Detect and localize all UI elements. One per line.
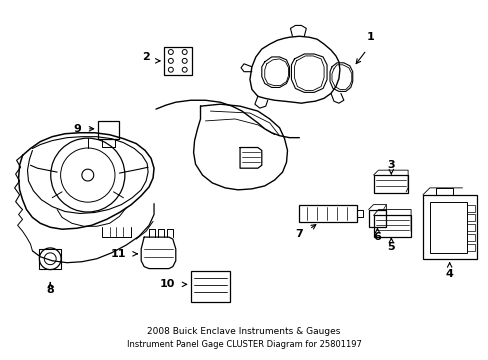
Bar <box>299 204 356 222</box>
Text: 4: 4 <box>445 269 453 279</box>
Text: 10: 10 <box>159 279 174 289</box>
Text: 11: 11 <box>111 249 126 259</box>
Bar <box>373 175 407 193</box>
Bar <box>190 271 230 302</box>
Bar <box>98 121 119 139</box>
Text: Instrument Panel Gage CLUSTER Diagram for 25801197: Instrument Panel Gage CLUSTER Diagram fo… <box>126 340 361 349</box>
Bar <box>163 47 191 75</box>
Text: 8: 8 <box>46 285 54 295</box>
Text: 3: 3 <box>386 160 394 170</box>
Text: 1: 1 <box>366 32 374 42</box>
Text: 2: 2 <box>142 52 150 62</box>
Bar <box>39 249 61 269</box>
Bar <box>422 195 476 259</box>
Bar <box>368 210 386 227</box>
Bar <box>429 202 467 253</box>
Text: 7: 7 <box>295 229 303 239</box>
Bar <box>373 215 410 237</box>
Text: 2008 Buick Enclave Instruments & Gauges: 2008 Buick Enclave Instruments & Gauges <box>147 327 340 336</box>
Text: 5: 5 <box>386 242 394 252</box>
Text: 6: 6 <box>373 232 381 242</box>
Text: 9: 9 <box>73 124 81 134</box>
